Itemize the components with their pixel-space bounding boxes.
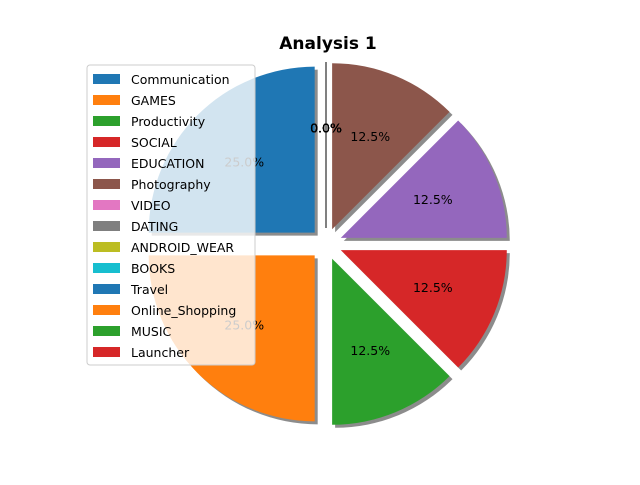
pie-slice-education [340,120,507,238]
legend-swatch-social [93,137,120,147]
legend-swatch-games [93,95,120,105]
pie-slice-label-social: 12.5% [413,280,453,295]
legend-swatch-android-wear [93,242,120,252]
pie-slice-label-dating: 0.0% [310,120,342,135]
chart-title: Analysis 1 [279,34,376,54]
legend-label-education: EDUCATION [131,156,205,171]
pie-slice-label-android-wear: 0.0% [310,120,342,135]
legend-label-productivity: Productivity [131,114,206,129]
legend-label-books: BOOKS [131,261,175,276]
legend-swatch-dating [93,221,120,231]
legend-label-social: SOCIAL [131,135,177,150]
legend-swatch-launcher [93,347,120,357]
legend-label-games: GAMES [131,93,176,108]
pie-slice-label-online-shopping: 0.0% [310,120,342,135]
legend-label-communication: Communication [131,72,230,87]
legend-label-launcher: Launcher [131,345,190,360]
pie-slice-productivity [332,258,450,425]
legend-swatch-music [93,326,120,336]
legend-label-music: MUSIC [131,324,172,339]
pie-slice-label-photography: 12.5% [350,129,390,144]
pie-slices [148,62,510,428]
pie-slice-label-education: 12.5% [413,192,453,207]
pie-slice-label-music: 0.0% [310,120,342,135]
legend-label-dating: DATING [131,219,178,234]
pie-slice-label-productivity: 12.5% [350,343,390,358]
legend-box [86,64,256,366]
legend-swatch-online-shopping [93,305,120,315]
legend: Communication GAMES Productivity SOCIAL EDUC… [86,64,256,366]
legend-swatch-video [93,200,120,210]
legend-swatch-photography [93,179,120,189]
legend-label-online-shopping: Online_Shopping [131,303,236,318]
legend-swatch-communication [93,74,120,84]
legend-swatch-books [93,263,120,273]
pie-slice-label-travel: 0.0% [310,120,342,135]
pie-slice-social [340,250,507,368]
pie-slice-label-video: 0.0% [310,120,342,135]
legend-label-android-wear: ANDROID_WEAR [131,240,234,255]
legend-swatch-travel [93,284,120,294]
pie-slice-label-books: 0.0% [310,120,342,135]
pie-slice-label-launcher: 0.0% [310,120,342,135]
pie-slice-photography [332,63,450,230]
legend-label-travel: Travel [130,282,168,297]
legend-label-video: VIDEO [131,198,171,213]
legend-swatch-education [93,158,120,168]
legend-swatch-productivity [93,116,120,126]
legend-label-photography: Photography [131,177,211,192]
